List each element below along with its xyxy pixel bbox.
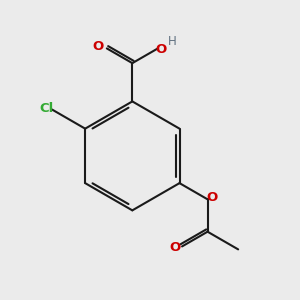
Text: O: O: [207, 191, 218, 204]
Text: Cl: Cl: [39, 101, 53, 115]
Text: O: O: [155, 44, 166, 56]
Text: H: H: [168, 35, 176, 48]
Text: O: O: [92, 40, 104, 53]
Text: O: O: [169, 242, 180, 254]
